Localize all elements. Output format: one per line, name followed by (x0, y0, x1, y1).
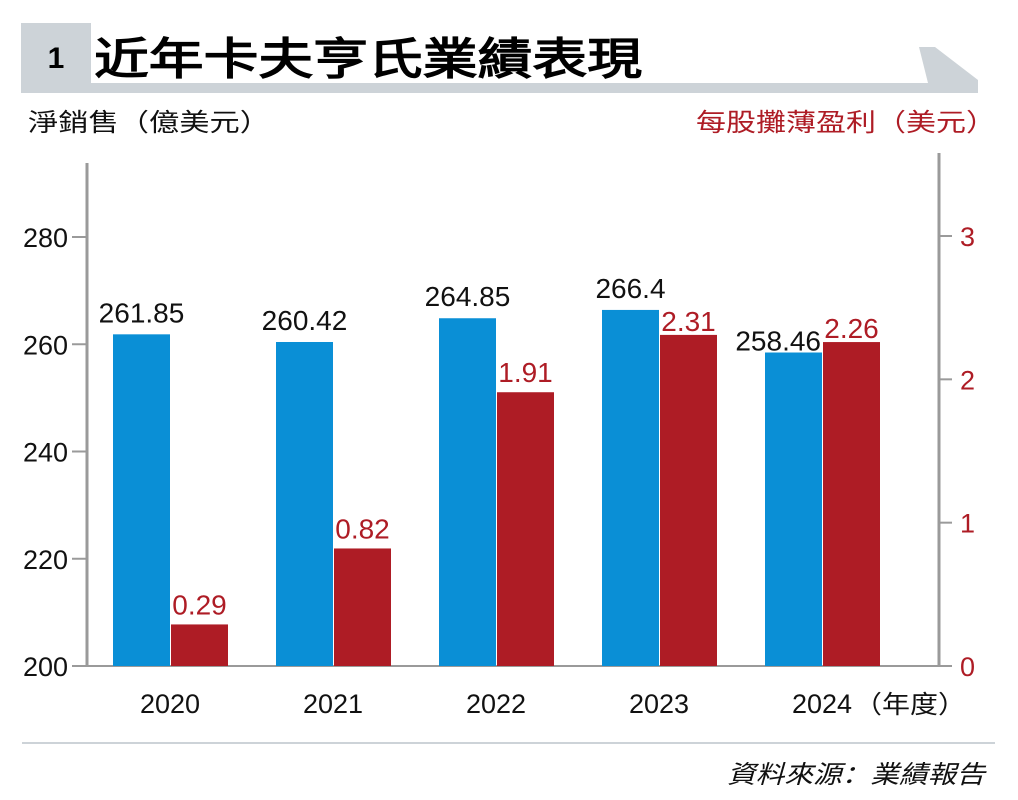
left-tick-label: 200 (23, 652, 68, 682)
left-tick-label: 240 (23, 438, 68, 468)
right-ticks: 0 1 2 3 (939, 222, 975, 682)
left-tick-label: 260 (23, 330, 68, 360)
right-axis-title: 每股攤薄盈利（美元） (696, 108, 996, 137)
sales-value-label: 266.4 (595, 273, 665, 304)
header-underline-band (21, 83, 978, 93)
sales-bar (276, 341, 333, 666)
category-label: 2023 (629, 689, 689, 719)
source-note: 資料來源：業績報告 (727, 760, 987, 789)
category-unit-label: （年度） (854, 690, 966, 719)
header-number-block (21, 23, 91, 93)
eps-value-label: 1.91 (498, 357, 553, 388)
page-title: 近年卡夫亨氏業績表現 (94, 34, 642, 85)
left-ticks: 200 220 240 260 280 (23, 223, 87, 682)
sales-bar (113, 334, 170, 666)
header-band-tail (919, 47, 978, 93)
eps-bar (823, 342, 880, 666)
left-tick-label: 280 (23, 223, 68, 253)
left-tick-label: 220 (23, 545, 68, 575)
eps-bar (171, 624, 228, 666)
category-label: 2022 (466, 689, 526, 719)
sales-value-label: 258.46 (735, 326, 821, 357)
eps-value-label: 0.82 (335, 513, 390, 544)
eps-value-label: 2.31 (661, 306, 716, 337)
sales-value-label: 261.85 (99, 297, 185, 328)
category-label: 2024 (792, 689, 852, 719)
eps-bar (334, 548, 391, 666)
eps-bar (660, 334, 717, 666)
sales-bar (765, 352, 822, 666)
eps-value-label: 0.29 (172, 589, 227, 620)
sales-value-label: 264.85 (425, 281, 511, 312)
category-label: 2021 (303, 689, 363, 719)
header-band: 1 近年卡夫亨氏業績表現 (21, 23, 978, 93)
header-number: 1 (48, 42, 65, 75)
right-tick-label: 2 (960, 365, 975, 395)
left-axis-title: 淨銷售（億美元） (28, 108, 270, 137)
sales-value-label: 260.42 (262, 305, 348, 336)
category-label: 2020 (140, 689, 200, 719)
sales-bar (602, 309, 659, 666)
right-tick-label: 1 (960, 509, 975, 539)
value-labels: 261.85 0.29 260.42 0.82 264.85 1.91 266.42.31 2… (99, 273, 879, 621)
eps-value-label: 2.26 (824, 313, 879, 344)
bars (113, 309, 880, 666)
category-labels: 2020 2021 2022 2023 2024 （年度） (140, 689, 966, 719)
sales-bar (439, 318, 496, 666)
eps-bar (497, 392, 554, 666)
right-tick-label: 3 (960, 222, 975, 252)
right-tick-label: 0 (960, 652, 975, 682)
